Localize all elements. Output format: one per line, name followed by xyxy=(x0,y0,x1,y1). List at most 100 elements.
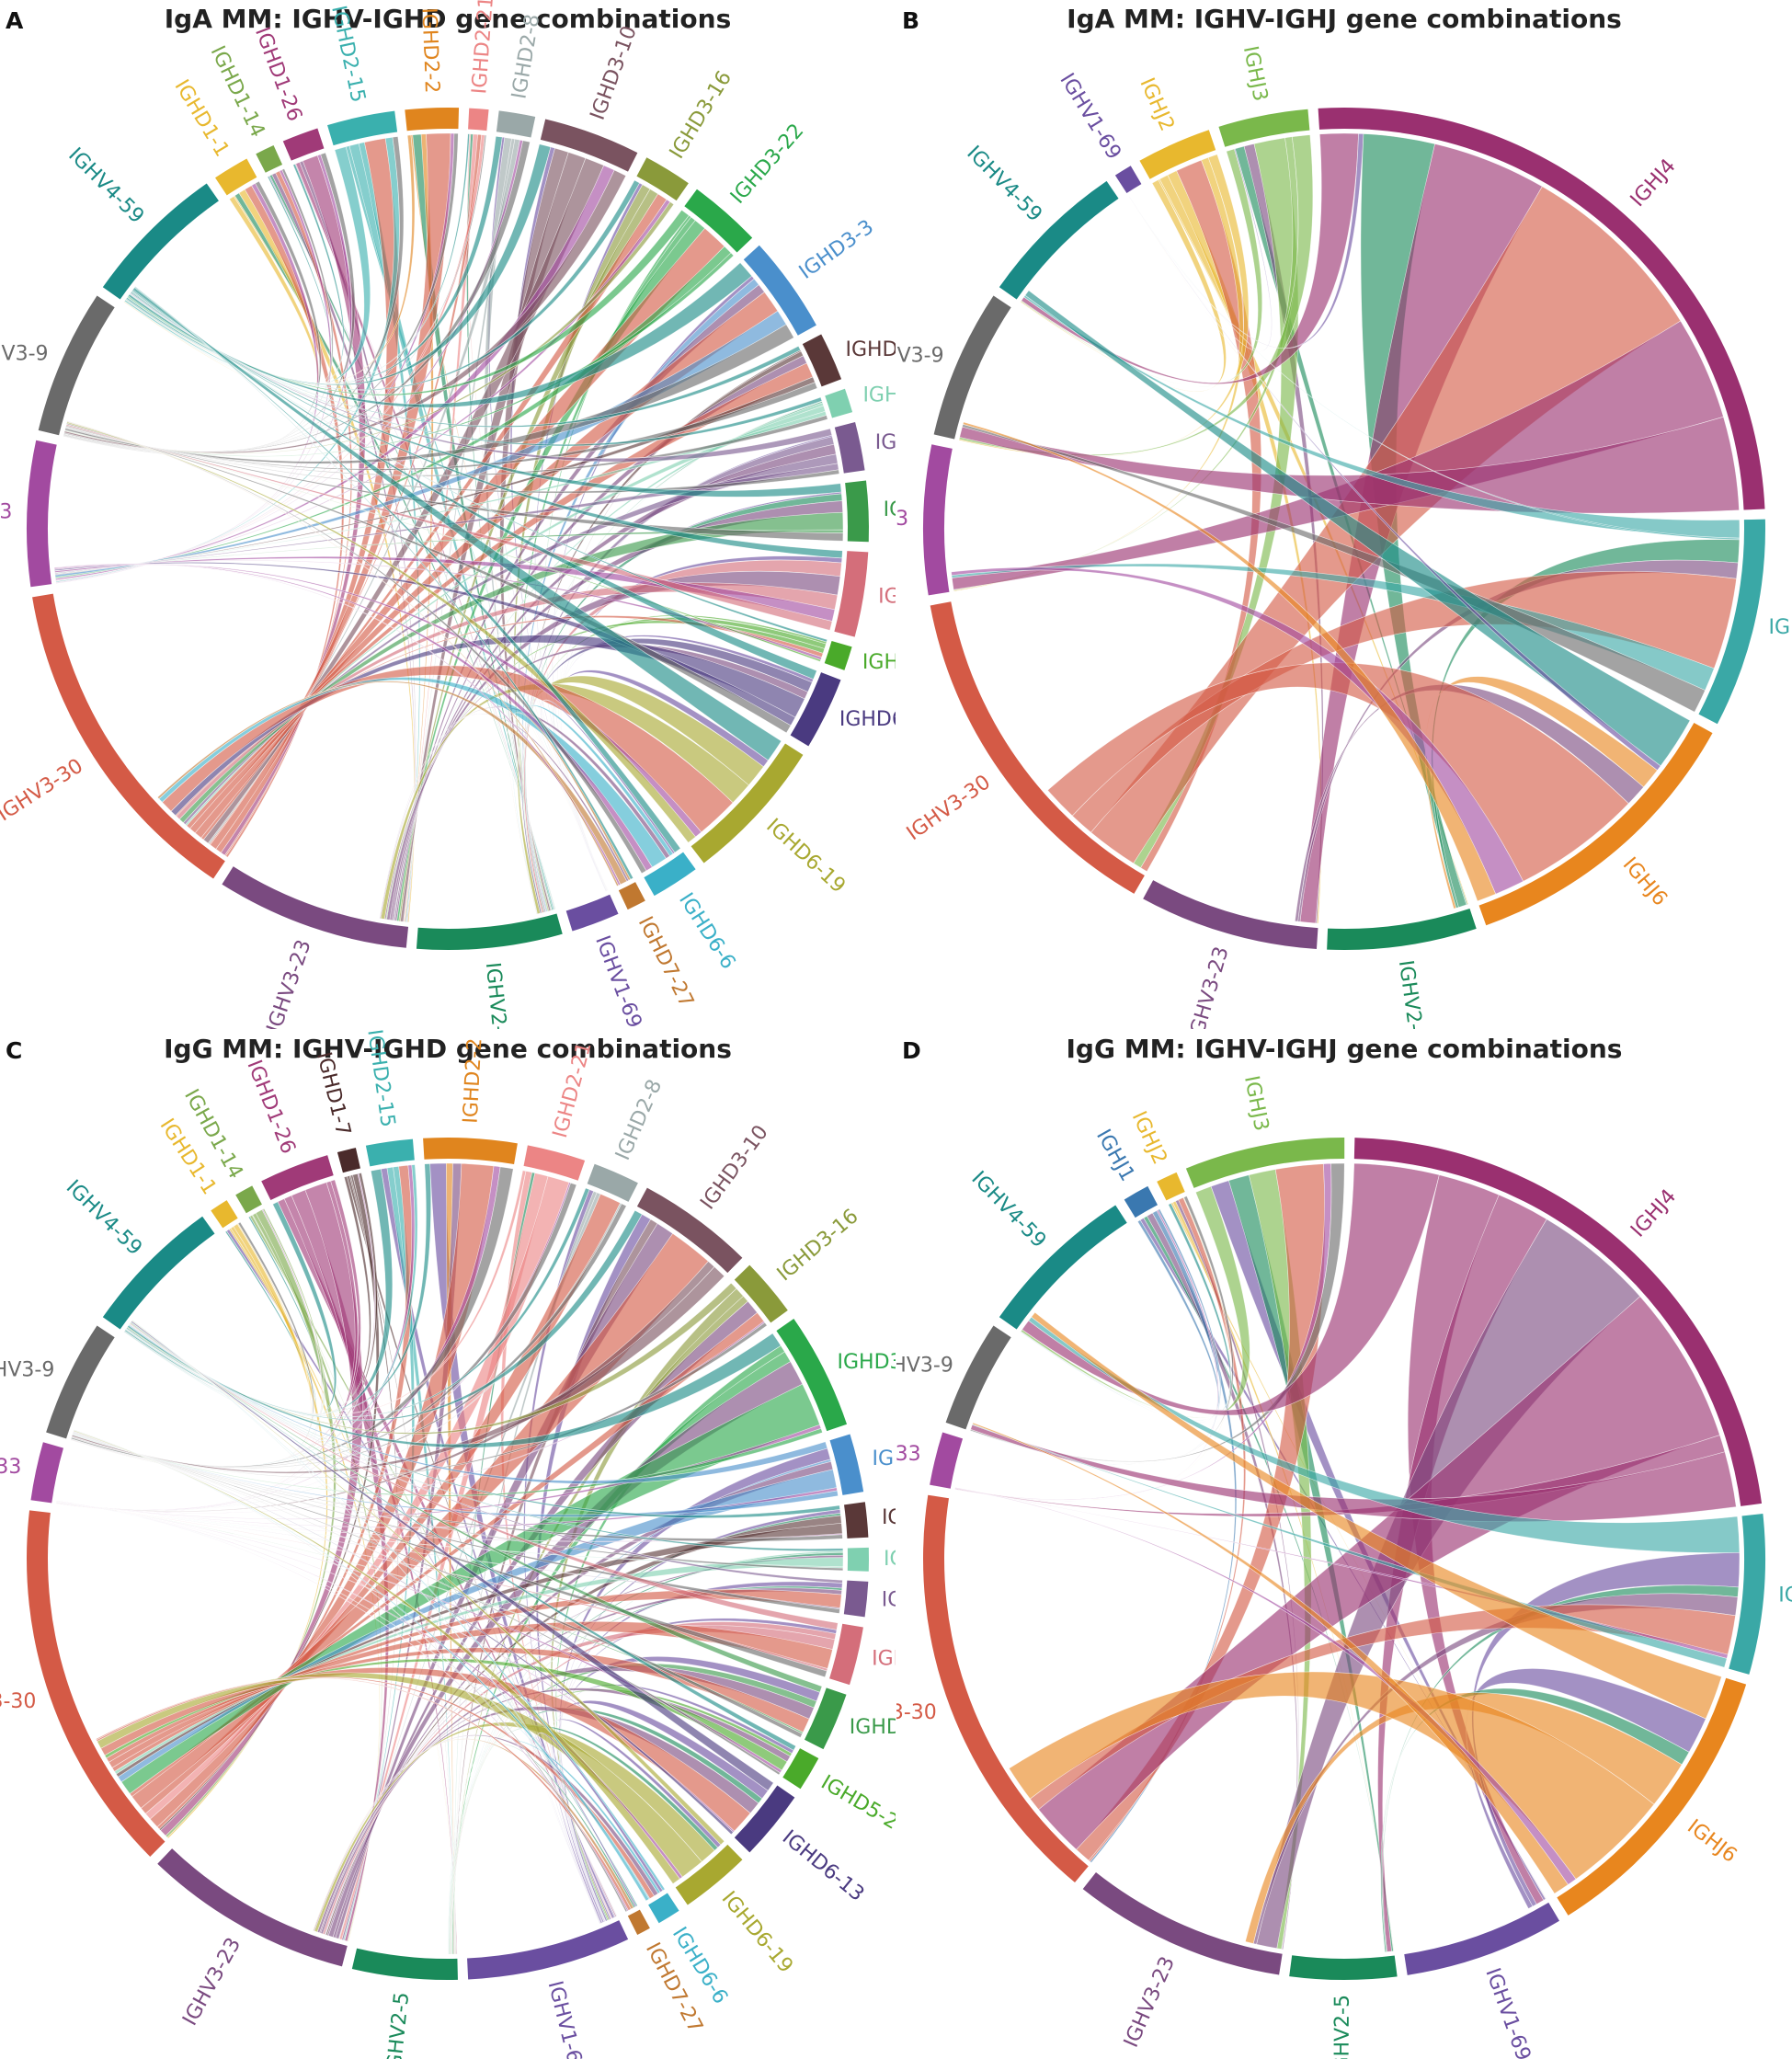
ribbon-ighv3-33-ighd4-17 xyxy=(54,463,839,575)
arc-ighv3-9 xyxy=(933,295,1011,440)
ribbon-ighv3-9-ighd3-3 xyxy=(72,1433,839,1517)
ribbon-ighv3-9-ighd6-6 xyxy=(66,420,647,875)
arc-ighd6-19 xyxy=(675,1844,743,1905)
arc-label-ighd3-22: IGHD3-22 xyxy=(726,120,808,209)
arc-ighd2-8 xyxy=(496,110,536,138)
arc-label-ighd3-22: IGHD3-22 xyxy=(838,1351,896,1374)
arc-ighj4 xyxy=(1353,1138,1763,1506)
ribbon-ighv3-9-ighd7-27 xyxy=(74,1429,628,1913)
arc-ighv4-59 xyxy=(102,183,219,300)
ribbon-ighv3-9-ighj4 xyxy=(970,1424,1737,1522)
ribbon-ighv3-33-ighd6-13 xyxy=(56,1500,736,1833)
arc-label-ighv3-30: IGHV3-30 xyxy=(0,1690,36,1713)
arc-ighd3-9 xyxy=(802,334,842,387)
chord-panel-d: D IgG MM: IGHV-IGHJ gene combinations IG… xyxy=(896,1030,1792,2059)
arc-label-ighj5: IGHJ5 xyxy=(1769,616,1792,639)
arc-ighv3-9 xyxy=(46,1325,115,1439)
arc-ighd3-10 xyxy=(636,1187,743,1274)
arc-label-ighd4-11: IGHD4-11 xyxy=(862,384,896,407)
ribbon-ighv3-23-ighd1-7 xyxy=(344,1174,399,1941)
ribbon-ighv3-23-ighj4 xyxy=(1299,143,1543,924)
panel-letter: D xyxy=(902,1037,921,1064)
arc-label-ighd3-10: IGHD3-10 xyxy=(696,1121,772,1214)
arc-ighv3-30 xyxy=(32,593,225,879)
panel-letter: A xyxy=(6,7,24,34)
arc-label-ighv3-30: IGHV3-30 xyxy=(896,1701,937,1724)
ribbon-ighv3-9-ighj4 xyxy=(959,416,1740,514)
ribbon-ighv4-59-ighd4-23 xyxy=(130,291,842,498)
arc-ighd6-6 xyxy=(644,852,696,897)
ribbon-layer xyxy=(53,132,844,923)
ribbon-ighv3-33-ighd6-6 xyxy=(56,1500,651,1900)
ribbon-ighv3-23-ighd1-26 xyxy=(299,160,417,923)
ribbon-ighv3-9-ighd5-24 xyxy=(73,1431,781,1776)
ribbon-ighv1-69-ighd5-18 xyxy=(556,1656,821,1924)
ribbon-ighv1-69-ighd4-23 xyxy=(560,491,842,892)
ribbon-ighv3-33-ighd1-14 xyxy=(55,169,332,584)
ribbon-ighv4-59-ighd6-13 xyxy=(131,289,817,681)
arc-ighd3-22 xyxy=(684,189,753,253)
ribbon-ighv3-33-ighj6 xyxy=(951,566,1524,895)
arc-label-ighj1: IGHJ1 xyxy=(1091,1126,1139,1185)
arc-ighd1-7 xyxy=(337,1148,360,1173)
ribbon-ighv3-9-ighj6 xyxy=(962,421,1497,902)
arc-ighd7-27 xyxy=(618,882,645,910)
arc-label-ighd2-2: IGHD2-2 xyxy=(460,1037,487,1124)
ribbon-ighv2-5-ighd6-19 xyxy=(448,1725,719,1955)
arc-label-ighj3: IGHJ3 xyxy=(1238,44,1272,103)
ribbon-ighv1-69-ighj6 xyxy=(1128,196,1661,772)
ribbon-ighv4-59-ighd6-6 xyxy=(131,1320,666,1892)
ribbon-ighv4-59-ighd4-17 xyxy=(129,1323,843,1584)
arc-label-ighd2-8: IGHD2-8 xyxy=(508,13,544,101)
ribbon-ighv4-59-ighd5-12 xyxy=(129,1322,839,1630)
arc-label-ighv4-59: IGHV4-59 xyxy=(63,143,148,228)
ribbon-ighv3-33-ighd7-27 xyxy=(53,563,622,887)
arc-ighd7-27 xyxy=(627,1909,650,1935)
ribbon-ighv4-59-ighd3-3 xyxy=(128,262,753,408)
ribbon-ighv4-59-ighd3-22 xyxy=(127,1324,782,1448)
ribbon-ighv3-33-ighd5-12 xyxy=(56,1501,828,1672)
ribbon-ighv3-9-ighd7-27 xyxy=(66,420,620,887)
arc-label-ighd3-3: IGHD3-3 xyxy=(795,215,878,283)
ribbon-ighv4-59-ighd7-27 xyxy=(134,286,634,880)
ribbon-ighv3-33-ighj5 xyxy=(951,563,1715,692)
arc-ighd3-9 xyxy=(844,1502,869,1539)
arc-label-ighd1-26: IGHD1-26 xyxy=(242,1058,299,1158)
chart-title: IgG MM: IGHV-IGHD gene combinations xyxy=(164,1034,732,1064)
arc-label-ighd5-24: IGHD5-24 xyxy=(862,651,896,674)
arc-ighd3-16 xyxy=(734,1264,788,1323)
arc-label-ighj3: IGHJ3 xyxy=(1239,1074,1273,1133)
ribbon-ighv3-23-ighd1-26 xyxy=(291,1189,390,1942)
arc-label-ighv2-5: IGHV2-5 xyxy=(481,961,512,1029)
ribbon-ighv1-69-ighd2-8 xyxy=(523,1189,612,1920)
arc-ighd2-8 xyxy=(587,1163,638,1202)
ribbon-ighv1-69-ighd6-13 xyxy=(551,1699,769,1924)
arc-label-ighd5-12: IGHD5-12 xyxy=(878,585,896,608)
ribbon-ighv3-23-ighd7-27 xyxy=(313,1738,634,1931)
ribbon-ighv3-33-ighd2-21 xyxy=(55,134,485,581)
arc-label-ighd3-9: IGHD3-9 xyxy=(882,1506,896,1529)
arc-label-ighv1-69: IGHV1-69 xyxy=(590,932,645,1029)
arc-label-ighv3-30: IGHV3-30 xyxy=(0,755,87,827)
arc-ighj1 xyxy=(1124,1185,1159,1218)
ribbon-ighv2-5-ighd7-27 xyxy=(448,1744,636,1955)
ribbon-ighv3-9-ighd5-18 xyxy=(73,1431,803,1738)
ribbon-ighv4-59-ighd1-1 xyxy=(123,196,320,395)
arc-ighd1-14 xyxy=(235,1185,262,1214)
ribbon-ighv1-69-ighj5 xyxy=(1471,1552,1741,1907)
arc-label-ighd5-18: IGHD5-18 xyxy=(850,1716,896,1739)
ribbon-ighv3-9-ighd4-17 xyxy=(72,1432,840,1614)
arc-ighj5 xyxy=(1729,1513,1765,1675)
ribbon-ighv3-33-ighd3-3 xyxy=(54,310,787,578)
arc-ighd3-22 xyxy=(776,1318,848,1432)
arc-label-ighj4: IGHJ4 xyxy=(1626,1185,1681,1242)
arc-label-ighv3-23: IGHV3-23 xyxy=(263,937,316,1029)
ribbon-ighv2-5-ighd5-24 xyxy=(449,1688,793,1955)
arc-ighv3-30 xyxy=(922,1494,1089,1883)
ribbon-ighv4-59-ighd6-13 xyxy=(131,1321,774,1791)
ribbon-ighv3-33-ighj5 xyxy=(954,1487,1729,1659)
arc-ighv3-33 xyxy=(26,440,57,588)
arc-label-ighd6-13: IGHD6-13 xyxy=(778,1826,869,1906)
ribbon-ighv4-59-ighd5-24 xyxy=(130,1321,797,1751)
ribbon-ighv3-33-ighd2-8 xyxy=(56,1202,622,1511)
